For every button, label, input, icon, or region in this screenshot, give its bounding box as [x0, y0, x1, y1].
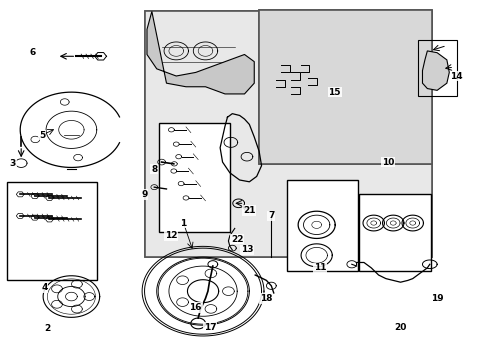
Text: 15: 15: [328, 87, 340, 96]
Text: 1: 1: [180, 219, 186, 228]
Bar: [144, 12, 431, 257]
Bar: [417, 40, 456, 96]
Text: 6: 6: [29, 48, 36, 57]
Bar: [6, 182, 97, 280]
Text: 16: 16: [189, 303, 202, 312]
Text: 3: 3: [10, 159, 16, 168]
Text: 14: 14: [449, 72, 462, 81]
Bar: [159, 123, 229, 232]
Bar: [259, 10, 431, 164]
Text: 20: 20: [393, 323, 406, 332]
Polygon shape: [422, 51, 448, 90]
Text: 12: 12: [165, 231, 177, 240]
Text: 22: 22: [230, 235, 243, 244]
Text: 10: 10: [382, 158, 394, 167]
Text: 9: 9: [141, 190, 147, 199]
Text: 18: 18: [260, 294, 272, 303]
Text: 13: 13: [240, 246, 253, 255]
Bar: [144, 12, 431, 257]
Text: 7: 7: [267, 211, 274, 220]
Text: 11: 11: [313, 264, 325, 273]
Polygon shape: [147, 12, 254, 94]
Text: 17: 17: [203, 323, 216, 332]
Text: 21: 21: [243, 206, 255, 215]
Text: 2: 2: [44, 324, 50, 333]
Text: 8: 8: [151, 165, 157, 174]
Text: 19: 19: [430, 294, 443, 303]
Bar: [287, 180, 357, 271]
Bar: [358, 194, 430, 271]
Bar: [259, 10, 431, 164]
Text: 5: 5: [39, 131, 45, 140]
Text: 4: 4: [41, 283, 48, 292]
